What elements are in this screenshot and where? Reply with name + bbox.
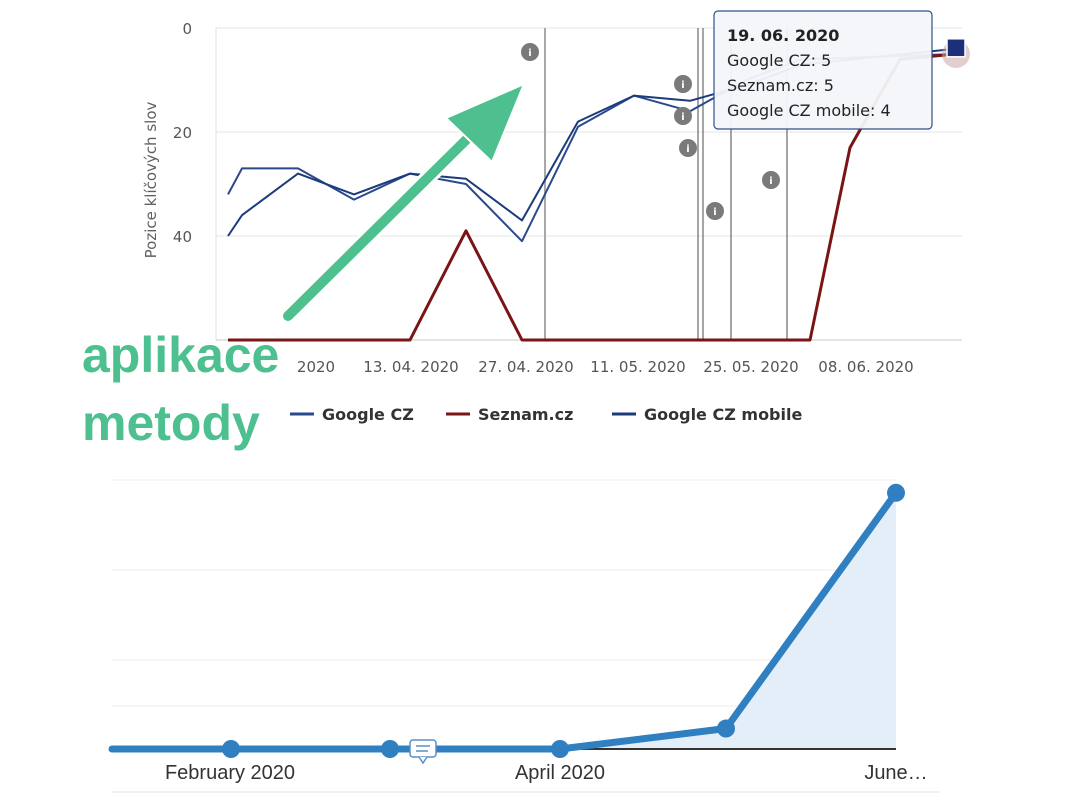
top-series-line-2 xyxy=(228,52,957,342)
top-x-tick-label: 08. 06. 2020 xyxy=(818,358,913,376)
bottom-data-point[interactable] xyxy=(381,740,399,758)
top-chart-y-axis-label: Pozice klíčových slov xyxy=(142,102,160,259)
top-x-tick-label: 27. 04. 2020 xyxy=(478,358,573,376)
bottom-data-point[interactable] xyxy=(887,483,905,502)
bottom-data-point[interactable] xyxy=(717,719,735,738)
bottom-data-point[interactable] xyxy=(222,740,240,758)
svg-text:i: i xyxy=(528,48,531,59)
top-y-tick-label: 0 xyxy=(182,20,192,38)
bottom-x-tick-label: April 2020 xyxy=(515,762,605,784)
top-x-tick-label: 2020 xyxy=(297,358,335,376)
top-chart-legend[interactable]: Google CZ Seznam.cz Google CZ mobile xyxy=(290,405,802,424)
comment-icon[interactable] xyxy=(409,739,437,765)
legend-label: Google CZ mobile xyxy=(644,405,802,424)
bottom-chart-x-axis: February 2020 April 2020 June… xyxy=(165,762,928,784)
top-chart-tooltip: 19. 06. 2020 Google CZ: 5 Seznam.cz: 5 Goog… xyxy=(713,10,933,130)
top-x-tick-label: 13. 04. 2020 xyxy=(363,358,458,376)
top-x-tick-label: 25. 05. 2020 xyxy=(703,358,798,376)
info-marker-icon[interactable]: i xyxy=(674,75,692,93)
info-marker-icon[interactable]: i xyxy=(706,202,724,220)
top-x-tick-label: 11. 05. 2020 xyxy=(590,358,685,376)
bottom-data-point[interactable] xyxy=(551,740,569,758)
legend-item-1[interactable]: Google CZ xyxy=(290,405,414,424)
tooltip-box xyxy=(713,10,933,130)
tooltip-row: Seznam.cz: 5 xyxy=(727,76,834,95)
info-marker-icon[interactable]: i xyxy=(521,43,539,61)
svg-text:i: i xyxy=(686,144,689,155)
tooltip-row: Google CZ: 5 xyxy=(727,51,831,70)
legend-item-3[interactable]: Google CZ mobile xyxy=(612,405,802,424)
top-y-tick-label: 40 xyxy=(173,228,192,246)
info-marker-icon[interactable]: i xyxy=(679,139,697,157)
svg-text:i: i xyxy=(769,176,772,187)
tooltip-date: 19. 06. 2020 xyxy=(727,26,839,45)
annotation-text-line1: aplikace xyxy=(82,327,279,383)
top-hover-point[interactable] xyxy=(946,38,966,58)
legend-item-2[interactable]: Seznam.cz xyxy=(446,405,573,424)
legend-label: Google CZ xyxy=(322,405,414,424)
top-chart-x-axis: 2020 13. 04. 2020 27. 04. 2020 11. 05. 2020… xyxy=(297,358,914,376)
annotation-text-line2: metody xyxy=(82,395,260,451)
annotation-arrow xyxy=(280,82,526,324)
info-marker-icon[interactable]: i xyxy=(674,107,692,125)
bottom-chart-series xyxy=(108,483,905,765)
bottom-x-tick-label: June… xyxy=(864,762,927,784)
svg-text:i: i xyxy=(681,112,684,123)
bottom-x-tick-label: February 2020 xyxy=(165,762,295,784)
svg-text:i: i xyxy=(713,207,716,218)
top-chart-y-axis: 0 20 40 xyxy=(173,20,192,246)
tooltip-row: Google CZ mobile: 4 xyxy=(727,101,891,120)
info-marker-icon[interactable]: i xyxy=(762,171,780,189)
bottom-series-line xyxy=(108,489,900,753)
legend-label: Seznam.cz xyxy=(478,405,573,424)
bottom-area-fill xyxy=(112,492,896,749)
svg-text:i: i xyxy=(681,80,684,91)
top-y-tick-label: 20 xyxy=(173,124,192,142)
top-chart-annotation-markers[interactable]: i i i i i i xyxy=(521,43,780,220)
